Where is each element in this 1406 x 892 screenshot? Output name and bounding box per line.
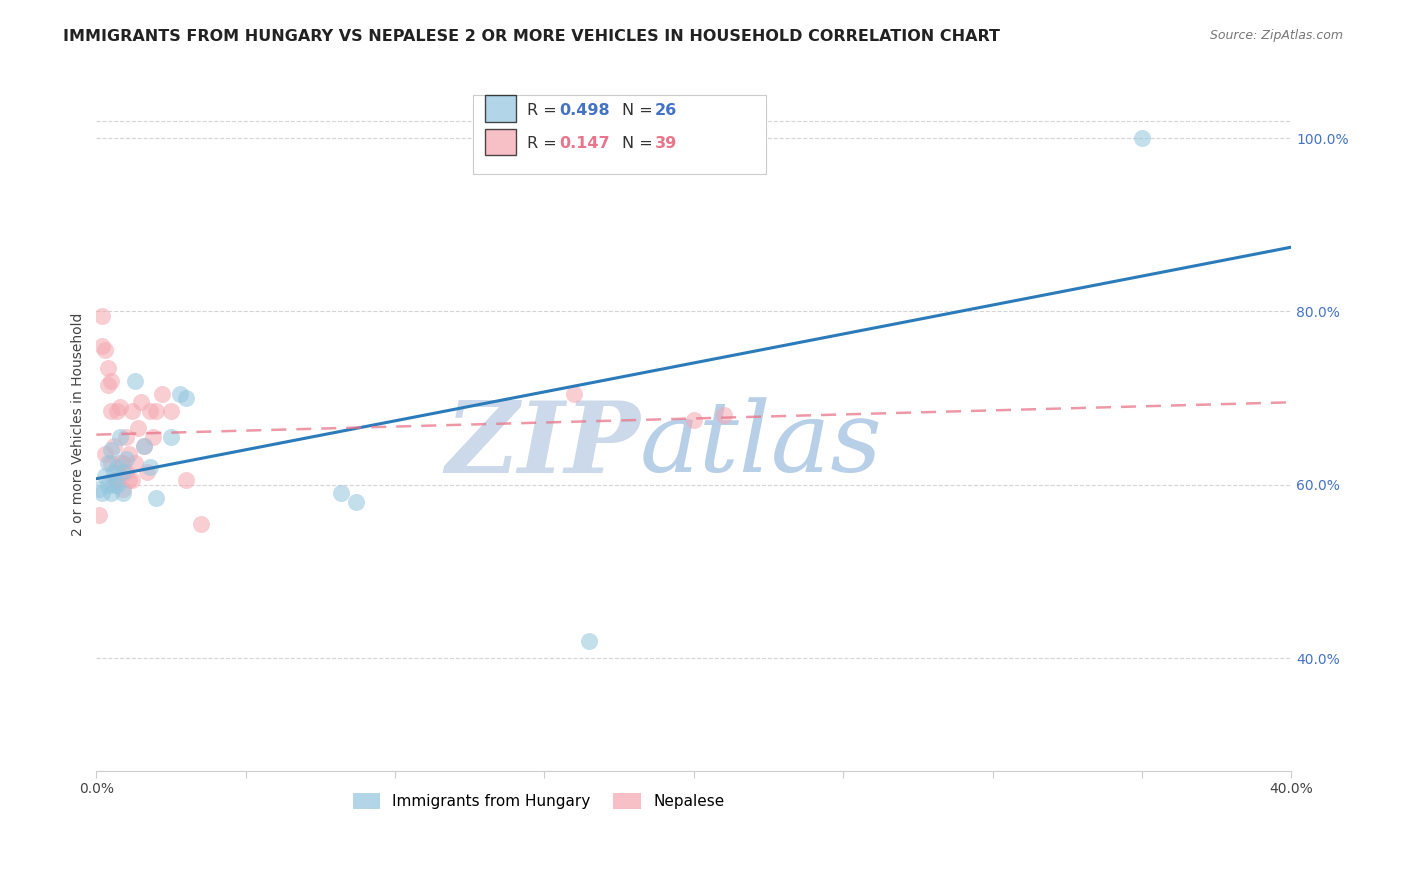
Point: [115, 451, 138, 466]
Point: [103, 477, 125, 491]
Point: [100, 443, 122, 458]
Point: [100, 404, 122, 418]
Point: [94, 447, 117, 461]
Point: [174, 474, 197, 488]
Point: [134, 439, 156, 453]
Point: [121, 404, 143, 418]
Text: 26: 26: [654, 103, 676, 118]
Point: [91, 339, 114, 353]
Point: [103, 474, 125, 488]
Point: [97, 378, 120, 392]
Point: [89, 508, 111, 522]
Point: [100, 456, 122, 470]
Point: [150, 386, 173, 401]
Point: [134, 439, 156, 453]
Text: R =: R =: [526, 136, 561, 152]
Text: ZIP: ZIP: [446, 397, 640, 493]
Text: Source: ZipAtlas.com: Source: ZipAtlas.com: [1209, 29, 1343, 42]
Text: 0.498: 0.498: [558, 103, 609, 118]
Point: [682, 413, 704, 427]
Point: [139, 460, 162, 475]
Text: atlas: atlas: [640, 397, 883, 492]
Point: [105, 474, 128, 488]
FancyBboxPatch shape: [485, 128, 516, 155]
Point: [100, 486, 122, 500]
Point: [110, 430, 132, 444]
Point: [127, 421, 149, 435]
Point: [112, 456, 135, 470]
Point: [160, 430, 183, 444]
Point: [110, 400, 132, 414]
Point: [190, 516, 212, 531]
Point: [115, 465, 138, 479]
Point: [112, 482, 135, 496]
Point: [89, 482, 111, 496]
Text: R =: R =: [526, 103, 561, 118]
Point: [94, 343, 117, 358]
Point: [118, 447, 141, 461]
Point: [105, 404, 128, 418]
Point: [118, 474, 141, 488]
FancyBboxPatch shape: [485, 95, 516, 122]
Point: [142, 430, 165, 444]
Point: [124, 374, 146, 388]
Point: [91, 486, 114, 500]
Point: [121, 474, 143, 488]
Point: [124, 456, 146, 470]
Point: [91, 309, 114, 323]
Point: [160, 404, 183, 418]
Point: [97, 456, 120, 470]
Text: N =: N =: [621, 103, 658, 118]
Point: [97, 360, 120, 375]
Point: [578, 633, 600, 648]
Point: [112, 465, 135, 479]
Point: [110, 456, 132, 470]
FancyBboxPatch shape: [472, 95, 765, 175]
Point: [344, 495, 367, 509]
Point: [94, 469, 117, 483]
Point: [139, 404, 162, 418]
Point: [115, 430, 138, 444]
Legend: Immigrants from Hungary, Nepalese: Immigrants from Hungary, Nepalese: [346, 787, 731, 815]
Text: 39: 39: [654, 136, 676, 152]
Point: [129, 395, 152, 409]
Point: [103, 465, 125, 479]
Point: [105, 477, 128, 491]
Point: [713, 409, 735, 423]
Point: [169, 386, 191, 401]
Point: [103, 439, 125, 453]
Point: [145, 491, 167, 505]
Point: [100, 374, 122, 388]
Point: [174, 391, 197, 405]
Point: [112, 486, 135, 500]
Point: [105, 460, 128, 475]
Text: 0.147: 0.147: [558, 136, 609, 152]
Point: [136, 465, 159, 479]
Text: IMMIGRANTS FROM HUNGARY VS NEPALESE 2 OR MORE VEHICLES IN HOUSEHOLD CORRELATION : IMMIGRANTS FROM HUNGARY VS NEPALESE 2 OR…: [63, 29, 1000, 44]
Point: [97, 477, 120, 491]
Point: [330, 486, 353, 500]
Y-axis label: 2 or more Vehicles in Household: 2 or more Vehicles in Household: [72, 312, 86, 536]
Text: N =: N =: [621, 136, 658, 152]
Point: [1130, 131, 1153, 145]
Point: [145, 404, 167, 418]
Point: [562, 386, 585, 401]
